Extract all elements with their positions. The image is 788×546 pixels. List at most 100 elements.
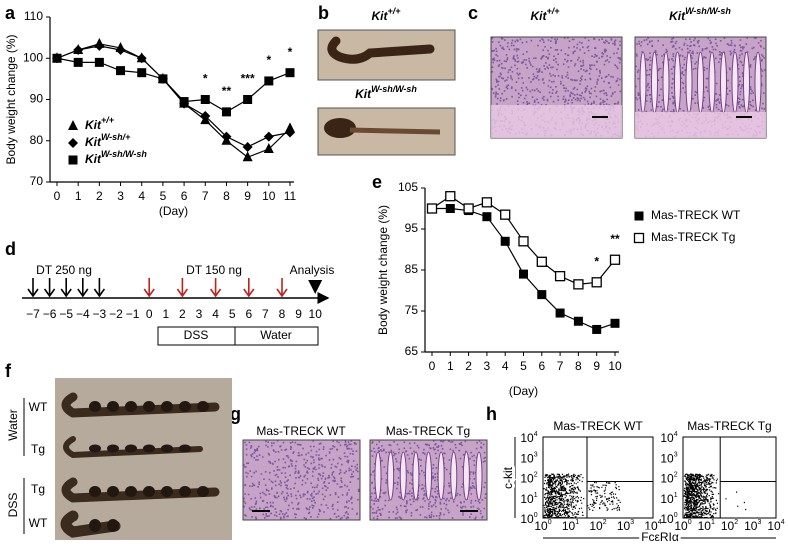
point xyxy=(263,143,274,153)
x-tick-label-sup: 3 xyxy=(630,519,634,526)
photo-label-sup: W-sh/W-sh xyxy=(371,84,417,94)
crypt xyxy=(754,51,762,114)
panel-letter: h xyxy=(486,404,497,424)
crypt xyxy=(697,51,704,114)
colon xyxy=(61,392,220,418)
y-tick-label: 100 xyxy=(520,512,537,526)
crypt xyxy=(731,51,739,114)
y-tick-label: 104 xyxy=(660,431,677,445)
y-tick-label: 102 xyxy=(520,471,537,485)
stool xyxy=(197,486,209,497)
analysis-marker xyxy=(308,280,323,294)
panel-letter: e xyxy=(372,172,382,192)
panel-letter: f xyxy=(5,361,12,381)
y-tick-label-base: 10 xyxy=(660,492,674,506)
x-tick-label: 2 xyxy=(96,189,103,203)
y-tick-label: 103 xyxy=(660,451,677,465)
x-tick-label-base: 10 xyxy=(698,519,712,533)
y-tick-label-base: 10 xyxy=(660,472,674,486)
point xyxy=(610,318,620,328)
y-tick-label-sup: 0 xyxy=(534,512,538,519)
x-tick-label: 100 xyxy=(674,519,691,533)
y-tick-label: 100 xyxy=(660,512,677,526)
crypt xyxy=(462,451,470,501)
point xyxy=(136,53,147,64)
analysis-label: Analysis xyxy=(290,263,335,277)
point xyxy=(445,191,456,202)
point xyxy=(179,97,189,107)
group-label: Water xyxy=(6,409,20,441)
x-axis-label: (Day) xyxy=(159,204,188,218)
x-axis-label: FcεRIα xyxy=(641,530,679,544)
stool xyxy=(143,444,155,453)
point xyxy=(116,66,126,76)
significance: * xyxy=(266,53,271,67)
y-tick-label-base: 10 xyxy=(520,492,534,506)
point xyxy=(426,203,438,214)
stool xyxy=(107,486,119,497)
y-tick-label: 101 xyxy=(520,492,537,506)
x-tick-label: 10 xyxy=(262,189,276,203)
point xyxy=(555,308,565,318)
day-label: −3 xyxy=(93,307,107,321)
significance: * xyxy=(594,254,599,268)
injection-arrow-head xyxy=(77,288,89,298)
stool xyxy=(125,401,137,412)
x-tick-label-sup: 2 xyxy=(603,519,607,526)
day-label: 2 xyxy=(179,307,186,321)
photo-label-base: Kit xyxy=(669,9,686,23)
point xyxy=(221,107,231,117)
photo-label: Kit+/+ xyxy=(530,6,560,23)
crypt xyxy=(743,51,750,114)
crypt xyxy=(399,451,407,501)
x-tick-label: 1 xyxy=(447,359,454,373)
legend-label: KitW-sh/+ xyxy=(85,132,131,149)
x-tick-label: 1 xyxy=(75,189,82,203)
day-label: −1 xyxy=(126,307,140,321)
point xyxy=(221,131,232,142)
injection-arrow-head xyxy=(93,288,106,298)
submucosa xyxy=(491,105,622,138)
day-label: −6 xyxy=(43,307,57,321)
x-tick-label: 4 xyxy=(502,359,509,373)
crypt xyxy=(475,451,483,501)
stool xyxy=(179,486,191,497)
x-axis-label: (Day) xyxy=(509,384,538,398)
stool xyxy=(89,401,101,412)
legend-marker xyxy=(633,232,645,244)
point xyxy=(554,270,566,282)
point xyxy=(73,57,83,67)
point xyxy=(463,203,474,214)
x-tick-label: 0 xyxy=(54,189,61,203)
x-tick-label-base: 10 xyxy=(617,519,631,533)
plot-title: Mas-TRECK Tg xyxy=(687,419,771,433)
row-label: Tg xyxy=(31,442,45,456)
photo-label-base: Kit xyxy=(371,9,388,23)
y-tick-label-base: 10 xyxy=(660,512,674,526)
day-label: −5 xyxy=(59,307,73,321)
injection-arrow-head xyxy=(209,288,222,298)
photo-label-base: Kit xyxy=(355,87,372,101)
day-label: −2 xyxy=(109,307,123,321)
crypt xyxy=(674,51,681,114)
y-tick-label: 75 xyxy=(405,303,419,317)
group-label: DSS xyxy=(6,493,20,518)
injection-arrow-head xyxy=(43,288,56,298)
y-tick-label: 90 xyxy=(30,92,44,106)
x-tick-label-base: 10 xyxy=(534,519,548,533)
day-label: 6 xyxy=(245,307,252,321)
box-label: DSS xyxy=(184,328,209,342)
significance: *** xyxy=(241,72,255,86)
injection-arrow-head xyxy=(60,288,72,298)
point xyxy=(481,197,493,208)
x-tick-label: 11 xyxy=(284,189,297,203)
crypt xyxy=(639,51,647,114)
y-tick-label-sup: 2 xyxy=(674,471,678,478)
dt-label: DT 150 ng xyxy=(186,263,242,277)
x-tick-label-sup: 3 xyxy=(757,519,761,526)
significance: ** xyxy=(222,84,232,98)
photo-label: KitW-sh/W-sh xyxy=(669,6,731,23)
stool xyxy=(107,444,119,453)
point xyxy=(200,95,210,104)
